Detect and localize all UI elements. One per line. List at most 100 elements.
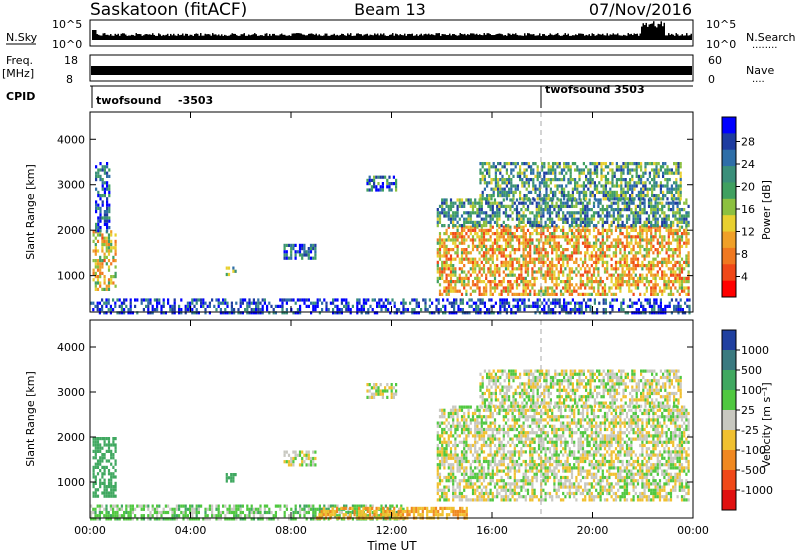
data-cell	[677, 280, 679, 283]
data-cell	[514, 235, 516, 238]
data-cell	[661, 211, 663, 214]
data-cell	[660, 188, 662, 191]
data-cell	[461, 198, 463, 201]
nsky-bar	[517, 35, 519, 40]
data-cell	[616, 178, 618, 181]
data-cell	[635, 274, 637, 277]
data-cell	[310, 508, 312, 511]
nsky-bar	[481, 35, 483, 40]
data-cell	[112, 472, 114, 475]
nsky-bar	[641, 27, 643, 40]
data-cell	[537, 172, 539, 175]
data-cell	[536, 218, 538, 221]
data-cell	[536, 214, 538, 217]
data-cell	[666, 242, 668, 245]
data-cell	[620, 175, 622, 178]
data-cell	[624, 245, 626, 248]
data-cell	[130, 511, 132, 514]
data-cell	[470, 258, 472, 261]
data-cell	[563, 168, 565, 171]
data-cell	[123, 298, 125, 301]
data-cell	[448, 251, 450, 254]
nsky-tick-top: 10^5	[52, 18, 82, 31]
data-cell	[504, 302, 506, 305]
data-cell	[525, 261, 527, 264]
freq-label: Freq.	[6, 54, 33, 67]
data-cell	[683, 242, 685, 245]
data-cell	[106, 216, 108, 219]
data-cell	[350, 308, 352, 311]
data-cell	[485, 251, 487, 254]
data-cell	[508, 305, 510, 308]
nsky-bar	[452, 34, 454, 40]
nsky-bar	[287, 36, 289, 40]
data-cell	[441, 238, 443, 241]
data-cell	[642, 188, 644, 191]
data-cell	[395, 188, 397, 191]
data-cell	[633, 245, 635, 248]
data-cell	[516, 198, 518, 201]
data-cell	[112, 281, 114, 284]
data-cell	[487, 221, 489, 224]
data-cell	[619, 258, 621, 261]
data-cell	[589, 162, 591, 165]
data-cell	[156, 508, 158, 511]
data-cell	[506, 194, 508, 197]
data-cell	[624, 270, 626, 273]
data-cell	[518, 245, 520, 248]
data-cell	[571, 251, 573, 254]
nsky-bar	[644, 25, 646, 40]
data-cell	[600, 214, 602, 217]
data-cell	[446, 290, 448, 293]
data-cell	[518, 214, 520, 217]
data-cell	[485, 254, 487, 257]
data-cell	[637, 277, 639, 280]
data-cell	[134, 305, 136, 308]
data-cell	[569, 254, 571, 257]
data-cell	[102, 168, 104, 171]
data-cell	[494, 232, 496, 235]
data-cell	[628, 277, 630, 280]
data-cell	[680, 197, 682, 200]
data-cell	[494, 242, 496, 245]
data-cell	[262, 308, 264, 311]
nsky-bar	[368, 36, 370, 40]
data-cell	[640, 197, 642, 200]
nsky-bar	[280, 34, 282, 40]
nsky-bar	[685, 35, 687, 40]
data-cell	[527, 264, 529, 267]
data-cell	[494, 221, 496, 224]
data-cell	[619, 277, 621, 280]
data-cell	[97, 288, 99, 291]
data-cell	[640, 194, 642, 197]
data-cell	[640, 305, 642, 308]
data-cell	[633, 264, 635, 267]
data-cell	[509, 238, 511, 241]
data-cell	[233, 505, 235, 508]
data-cell	[443, 254, 445, 257]
data-cell	[674, 264, 676, 267]
data-cell	[591, 218, 593, 221]
data-cell	[394, 305, 396, 308]
data-cell	[614, 191, 616, 194]
nsky-bar	[382, 34, 384, 40]
data-cell	[680, 298, 682, 301]
data-cell	[627, 305, 629, 308]
data-cell	[630, 211, 632, 214]
data-cell	[567, 165, 569, 168]
data-cell	[661, 274, 663, 277]
data-cell	[616, 194, 618, 197]
data-cell	[631, 188, 633, 191]
data-cell	[512, 197, 514, 200]
data-cell	[507, 205, 509, 208]
data-cell	[273, 308, 275, 311]
data-cell	[255, 511, 257, 514]
data-cell	[134, 514, 136, 517]
data-cell	[606, 264, 608, 267]
data-cell	[646, 238, 648, 241]
data-cell	[553, 235, 555, 238]
data-cell	[538, 224, 540, 227]
data-cell	[683, 290, 685, 293]
data-cell	[427, 308, 429, 311]
data-cell	[490, 205, 492, 208]
